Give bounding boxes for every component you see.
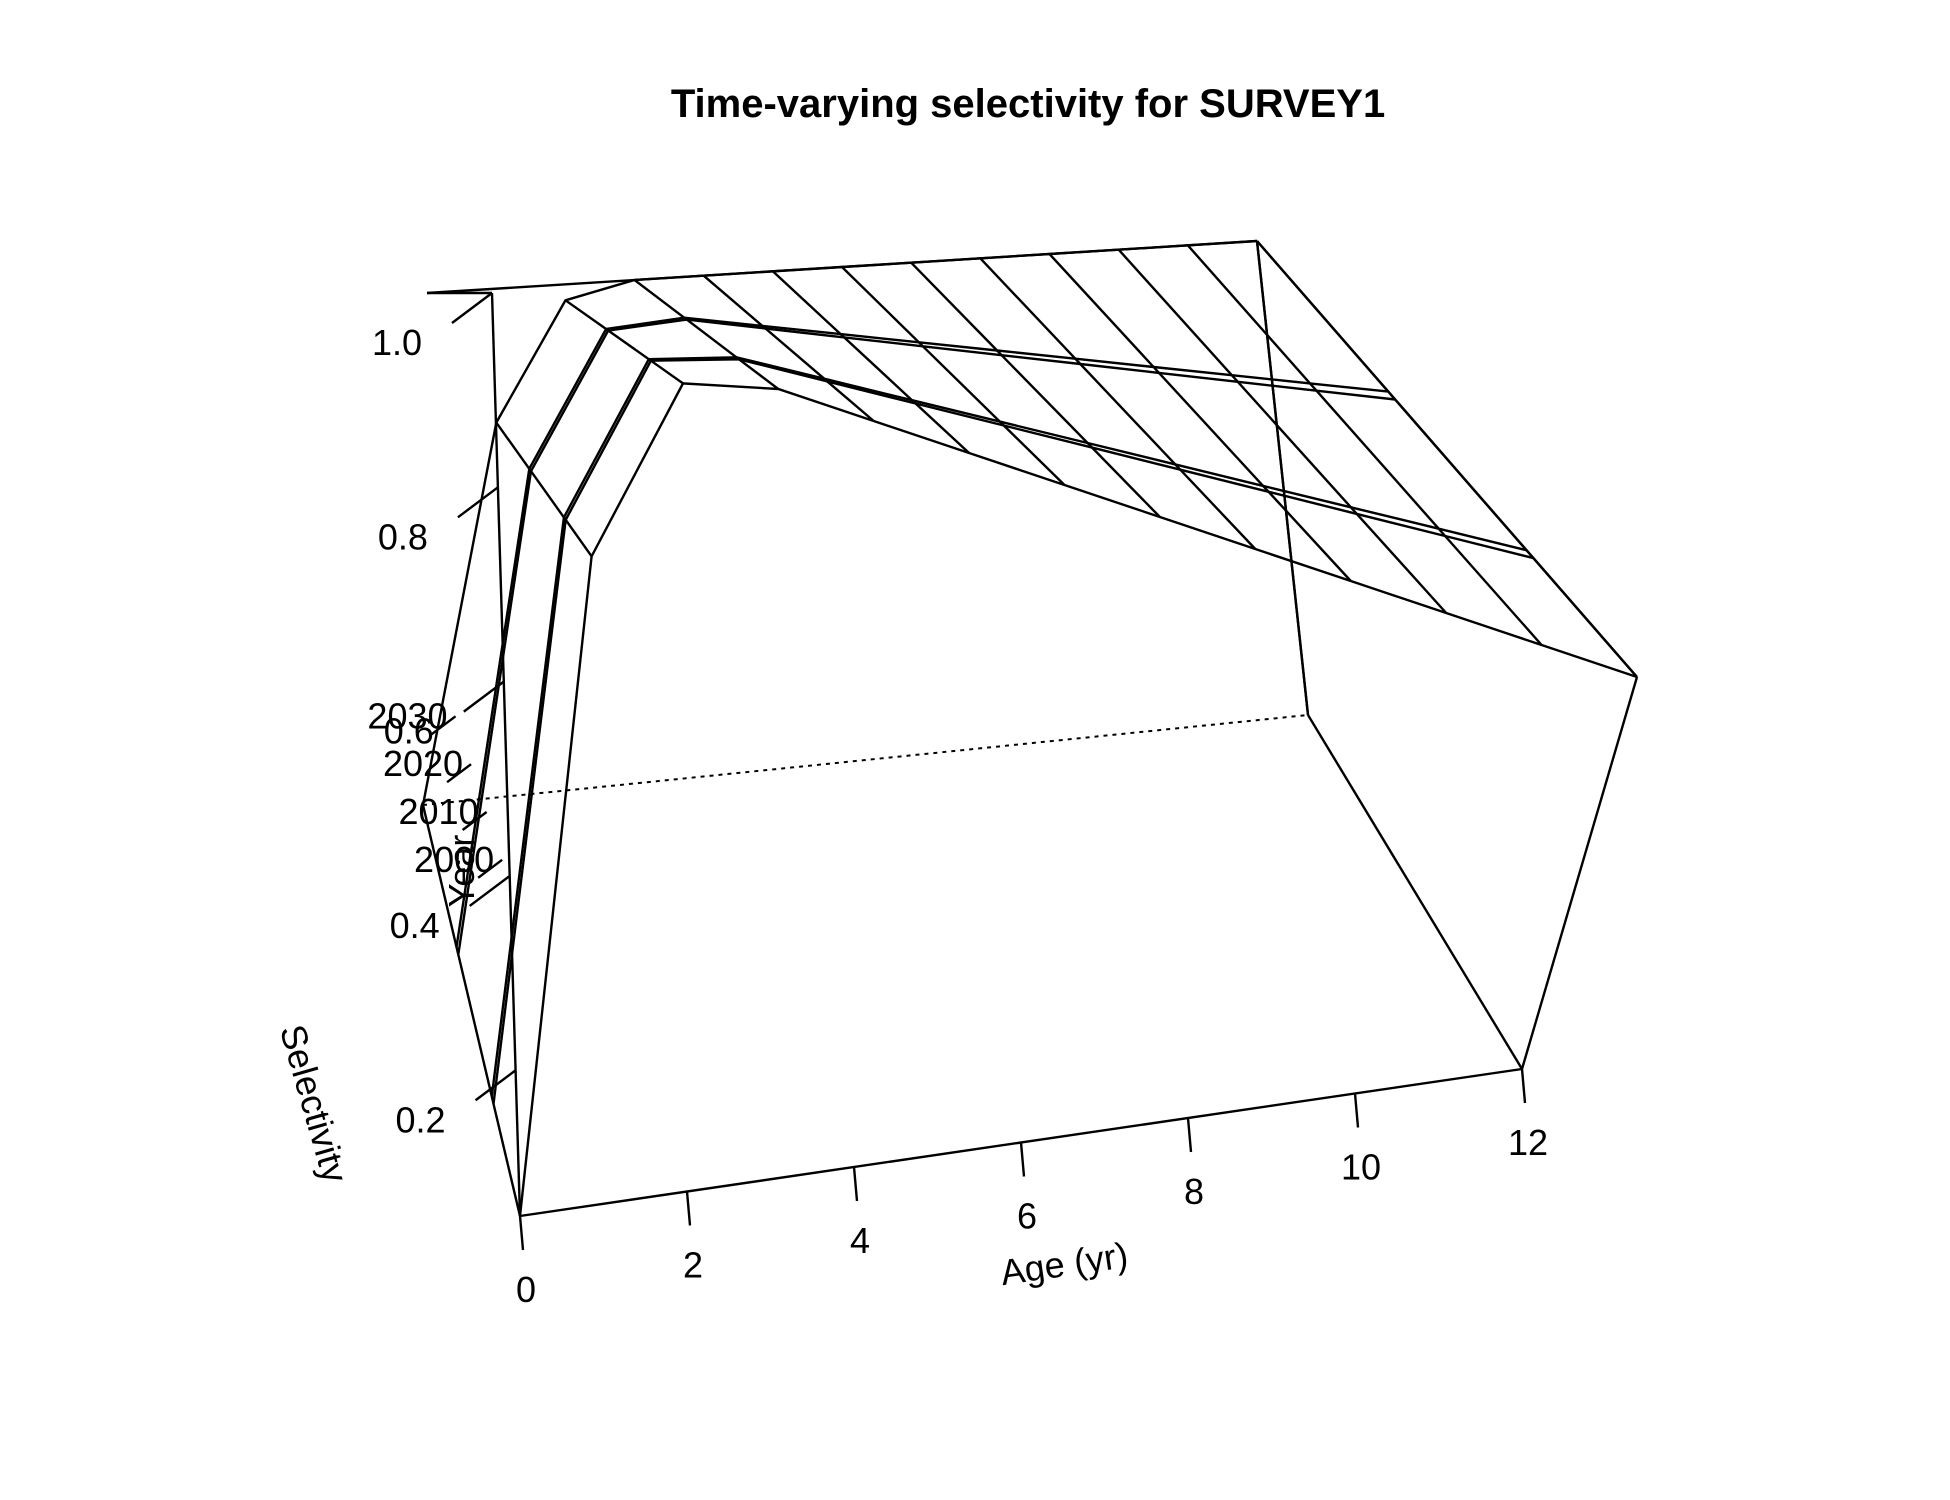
- x-tick-label: 10: [1341, 1147, 1381, 1188]
- x-tick-label: 8: [1184, 1171, 1204, 1212]
- surface-year-line: [421, 239, 1258, 806]
- surface-age-line: [421, 804, 522, 1217]
- z-tick: [457, 486, 499, 519]
- box-edge: [1306, 714, 1524, 1070]
- surface-age-line: [564, 299, 684, 385]
- surface-age-line: [1186, 244, 1543, 646]
- surface-year-line: [455, 316, 1389, 948]
- z-tick-label: 0.2: [396, 1099, 446, 1140]
- y-tick-label: 2020: [383, 743, 463, 784]
- chart-title: Time-varying selectivity for SURVEY1: [671, 82, 1385, 126]
- x-tick-label: 12: [1508, 1122, 1548, 1163]
- y-tick: [461, 811, 488, 831]
- box-edge: [490, 292, 522, 1217]
- y-tick-label: 2010: [399, 791, 479, 832]
- z-tick-label: 1.0: [372, 322, 422, 363]
- y-tick: [477, 858, 503, 879]
- surface-age-line: [771, 270, 970, 454]
- x-tick: [1019, 1142, 1026, 1177]
- x-tick: [1353, 1093, 1360, 1128]
- box-edge: [1255, 240, 1310, 716]
- box-edge: [1520, 676, 1639, 1070]
- z-tick: [463, 680, 505, 713]
- surface-age-line: [841, 266, 1066, 486]
- x-tick: [852, 1166, 859, 1202]
- surface-age-line: [979, 257, 1257, 550]
- surface-age-line: [633, 279, 780, 390]
- x-tick: [685, 1191, 692, 1226]
- surface-age-line: [1256, 240, 1638, 678]
- z-tick: [451, 292, 493, 324]
- surface-year-line: [518, 382, 1638, 1217]
- z-tick-label: 0.8: [378, 516, 428, 557]
- z-tick: [474, 1069, 517, 1102]
- surface-age-line: [702, 274, 875, 422]
- z-tick: [468, 874, 511, 907]
- surface-age-line: [1048, 253, 1352, 582]
- z-axis-label: Selectivity: [272, 1020, 356, 1187]
- z-tick-label: 0.4: [390, 905, 440, 946]
- surface-age-line: [910, 261, 1161, 518]
- y-tick-label: 2030: [367, 695, 447, 736]
- z-tick-label: 0.6: [384, 711, 434, 752]
- y-tick-label: 2000: [414, 839, 494, 880]
- x-tick: [1186, 1117, 1193, 1153]
- surface-age-line: [495, 421, 593, 557]
- x-tick-label: 6: [1017, 1196, 1037, 1237]
- x-tick-label: 0: [516, 1269, 536, 1310]
- surface-year-line: [490, 356, 1527, 1097]
- x-tick-label: 2: [683, 1245, 703, 1286]
- x-tick: [518, 1215, 525, 1251]
- bounding-box: [422, 239, 1639, 1218]
- surface-year-line: [492, 358, 1534, 1105]
- x-tick: [1520, 1068, 1527, 1104]
- axes: 0 2 4 6 8 10 12 0.2 0.4 0.6 0.8 1.0 2000 2010 2020 2030: [367, 292, 1548, 1310]
- y-tick: [430, 715, 457, 736]
- hidden-box-edge: [422, 714, 1309, 806]
- x-tick-label: 4: [850, 1220, 870, 1261]
- x-axis-label: Age (yr): [998, 1234, 1131, 1293]
- selectivity-surface: [421, 239, 1638, 1217]
- y-axis-label: Year: [441, 835, 482, 908]
- y-tick: [446, 763, 472, 784]
- surface-age-line: [1117, 248, 1448, 614]
